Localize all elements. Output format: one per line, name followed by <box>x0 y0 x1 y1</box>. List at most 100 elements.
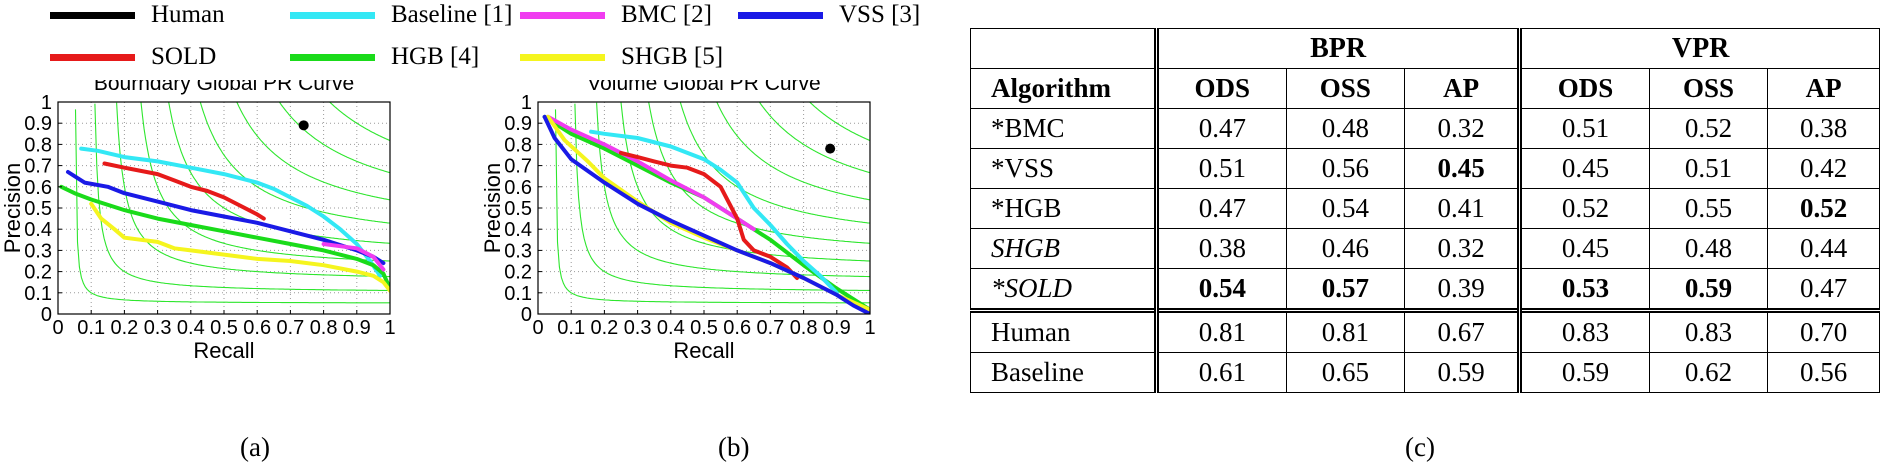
table-cell: 0.59 <box>1648 268 1769 311</box>
legend-item-bmc: BMC [2] <box>520 0 712 32</box>
row-label: *SOLD <box>970 268 1157 311</box>
table-cell: 0.52 <box>1517 188 1650 229</box>
y-axis-label: Precision <box>480 163 505 253</box>
x-axis-label: Recall <box>673 338 734 363</box>
table-cell: 0.51 <box>1648 148 1769 189</box>
row-label: *BMC <box>970 108 1157 149</box>
series-line-sold <box>619 150 799 280</box>
column-header: AP <box>1403 68 1521 109</box>
column-header: OSS <box>1648 68 1769 109</box>
iso-f-contour <box>116 102 390 278</box>
legend-label: BMC [2] <box>621 1 712 28</box>
series-line-vss <box>542 114 870 314</box>
y-tick-label: 0.9 <box>24 113 52 135</box>
table-cell: 0.83 <box>1648 308 1769 353</box>
x-tick-label: 0 <box>52 317 63 339</box>
human-point <box>298 120 309 131</box>
chart-title: Bourndary Global PR Curve <box>94 80 354 95</box>
table-cell: 0.38 <box>1767 108 1880 149</box>
iso-f-contour <box>278 102 390 174</box>
legend-label: Baseline [1] <box>391 1 513 28</box>
column-header: AP <box>1767 68 1880 109</box>
iso-f-contour <box>716 102 870 201</box>
x-tick-label: 0.8 <box>310 317 338 339</box>
iso-f-contour <box>94 103 390 291</box>
table-header-row: Algorithm ODS OSS AP ODS OSS AP <box>970 68 1880 109</box>
legend-line-shgb <box>520 53 605 61</box>
series-line-sold <box>102 161 266 221</box>
x-tick-label: 0.3 <box>144 317 172 339</box>
iso-f-contour <box>329 102 390 142</box>
x-tick-label: 0.5 <box>690 317 718 339</box>
x-axis-label: Recall <box>193 338 254 363</box>
series-line-baseline <box>589 129 839 295</box>
iso-f-contour <box>236 102 390 201</box>
legend-line-human <box>50 11 135 19</box>
iso-f-contour <box>809 102 870 142</box>
y-tick-label: 1 <box>41 92 52 114</box>
y-tick-label: 0.8 <box>24 134 52 156</box>
iso-f-contour <box>758 102 870 174</box>
table-cell: 0.45 <box>1403 148 1521 189</box>
table-cell: 0.56 <box>1767 352 1880 393</box>
x-tick-label: 0.2 <box>110 317 138 339</box>
table-cell: 0.45 <box>1517 228 1650 269</box>
x-tick-label: 0.7 <box>276 317 304 339</box>
table-cell: 0.59 <box>1517 352 1650 393</box>
x-tick-label: 0.1 <box>557 317 585 339</box>
legend-line-vss <box>738 11 823 19</box>
y-axis-label: Precision <box>0 163 25 253</box>
iso-f-contour <box>596 102 870 278</box>
series-line-baseline <box>79 146 382 278</box>
human-point <box>825 143 836 154</box>
x-tick-label: 0.5 <box>210 317 238 339</box>
row-label: *HGB <box>970 188 1157 229</box>
y-tick-label: 0.5 <box>24 198 52 220</box>
table-cell: 0.47 <box>1767 268 1880 311</box>
row-label: Human <box>970 308 1157 353</box>
legend-item-baseline: Baseline [1] <box>290 0 512 32</box>
row-label: Baseline <box>970 352 1157 393</box>
table-cell: 0.39 <box>1403 268 1521 311</box>
y-tick-label: 0.2 <box>24 262 52 284</box>
caption-c: (c) <box>1405 432 1435 462</box>
table-cell: 0.57 <box>1285 268 1406 311</box>
table-cell: 0.47 <box>1154 188 1287 229</box>
table-cell: 0.56 <box>1285 148 1406 189</box>
x-tick-label: 0.6 <box>723 317 751 339</box>
y-tick-label: 0.8 <box>504 134 532 156</box>
table-row: *HGB 0.47 0.54 0.41 0.52 0.55 0.52 <box>970 188 1880 229</box>
y-tick-label: 1 <box>521 92 532 114</box>
table-cell: 0.51 <box>1154 148 1287 189</box>
x-tick-label: 1 <box>384 317 395 339</box>
group-header-vpr: VPR <box>1517 28 1880 69</box>
iso-f-contour <box>574 103 870 291</box>
x-tick-label: 0.3 <box>624 317 652 339</box>
table-corner <box>970 28 1157 69</box>
table-cell: 0.42 <box>1767 148 1880 189</box>
table-row: Human 0.81 0.81 0.67 0.83 0.83 0.70 <box>970 308 1880 353</box>
table-cell: 0.48 <box>1285 108 1406 149</box>
table-cell: 0.32 <box>1403 108 1521 149</box>
chart-title: Volume Global PR Curve <box>587 80 820 95</box>
column-header: OSS <box>1285 68 1406 109</box>
row-label: SHGB <box>970 228 1157 269</box>
table-cell: 0.55 <box>1648 188 1769 229</box>
legend-line-baseline <box>290 11 375 19</box>
y-tick-label: 0.7 <box>24 156 52 178</box>
table-cell: 0.52 <box>1648 108 1769 149</box>
series-line-bmc <box>546 114 756 232</box>
legend-item-hgb: HGB [4] <box>290 40 479 74</box>
legend-item-sold: SOLD <box>50 40 216 74</box>
table-row: *VSS 0.51 0.56 0.45 0.45 0.51 0.42 <box>970 148 1880 189</box>
table-cell: 0.83 <box>1517 308 1650 353</box>
table-row: *BMC 0.47 0.48 0.32 0.51 0.52 0.38 <box>970 108 1880 149</box>
y-tick-label: 0.4 <box>504 219 532 241</box>
x-tick-label: 0.9 <box>823 317 851 339</box>
y-tick-label: 0.7 <box>504 156 532 178</box>
table-group-row: BPR VPR <box>970 28 1880 69</box>
table-cell: 0.44 <box>1767 228 1880 269</box>
x-tick-label: 0.7 <box>756 317 784 339</box>
legend-line-sold <box>50 53 135 61</box>
table-cell: 0.47 <box>1154 108 1287 149</box>
